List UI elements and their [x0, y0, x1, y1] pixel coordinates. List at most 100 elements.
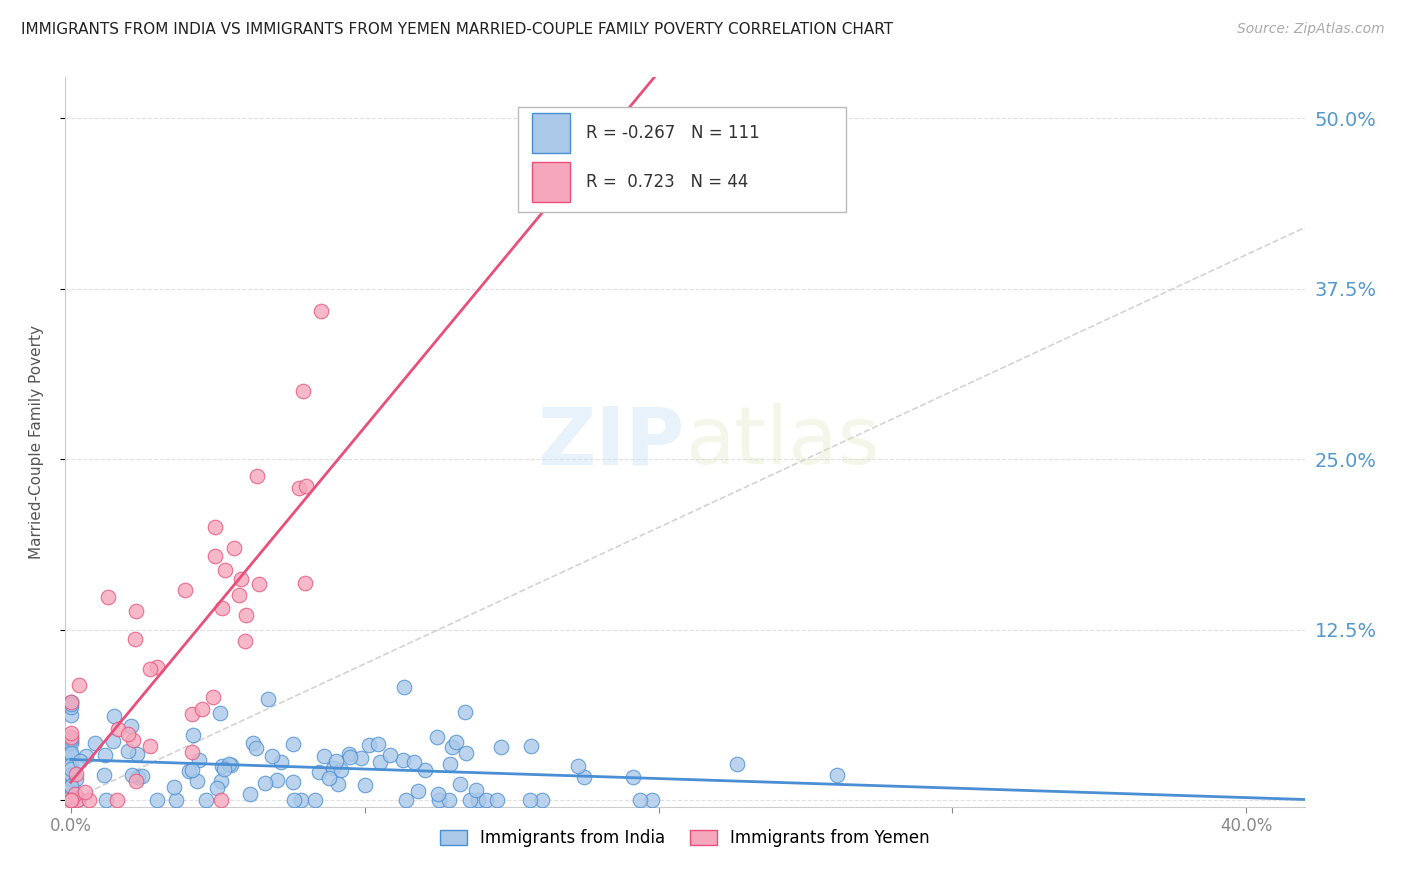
Immigrants from India — [339, 750, 361, 764]
Immigrants from India — [59, 732, 82, 747]
Immigrants from India — [103, 734, 125, 748]
Immigrants from Yemen — [202, 690, 225, 705]
Immigrants from India — [367, 738, 389, 752]
Immigrants from Yemen — [204, 549, 226, 563]
Immigrants from India — [427, 788, 450, 802]
Immigrants from Yemen — [209, 793, 232, 807]
Immigrants from India — [458, 793, 481, 807]
Immigrants from India — [641, 793, 664, 807]
Text: R =  0.723   N = 44: R = 0.723 N = 44 — [586, 173, 748, 191]
Text: atlas: atlas — [685, 403, 879, 482]
Immigrants from India — [350, 751, 373, 765]
Immigrants from India — [127, 747, 149, 761]
Immigrants from Yemen — [97, 590, 120, 604]
Immigrants from India — [485, 793, 508, 807]
Immigrants from Yemen — [181, 746, 204, 760]
Text: Source: ZipAtlas.com: Source: ZipAtlas.com — [1237, 22, 1385, 37]
Immigrants from India — [408, 784, 430, 798]
Immigrants from India — [59, 767, 82, 781]
Immigrants from India — [245, 741, 267, 756]
Immigrants from India — [59, 699, 82, 714]
Immigrants from India — [59, 779, 82, 793]
Immigrants from India — [491, 739, 513, 754]
Immigrants from India — [59, 707, 82, 722]
Immigrants from India — [212, 762, 235, 776]
Immigrants from India — [93, 767, 115, 781]
Immigrants from India — [326, 777, 349, 791]
Immigrants from India — [186, 774, 208, 789]
Immigrants from India — [440, 739, 463, 754]
Immigrants from India — [427, 793, 450, 807]
Immigrants from India — [304, 793, 326, 807]
Immigrants from India — [290, 793, 312, 807]
Immigrants from India — [219, 758, 242, 772]
Immigrants from Yemen — [105, 793, 128, 807]
Immigrants from India — [120, 719, 142, 733]
Immigrants from India — [354, 778, 377, 792]
Immigrants from India — [59, 698, 82, 712]
Immigrants from India — [177, 764, 200, 779]
Immigrants from Yemen — [65, 766, 87, 780]
Immigrants from Yemen — [174, 582, 197, 597]
Immigrants from Yemen — [107, 723, 129, 737]
Immigrants from Yemen — [211, 600, 233, 615]
Immigrants from Yemen — [190, 702, 212, 716]
Immigrants from Yemen — [231, 572, 253, 586]
Text: ZIP: ZIP — [537, 403, 685, 482]
Immigrants from India — [270, 756, 292, 770]
Immigrants from India — [572, 770, 595, 784]
Immigrants from India — [281, 737, 304, 751]
Immigrants from India — [325, 754, 347, 768]
Immigrants from India — [183, 728, 205, 742]
Immigrants from Yemen — [124, 632, 146, 646]
Immigrants from India — [59, 734, 82, 748]
Immigrants from Yemen — [65, 787, 87, 801]
Immigrants from Yemen — [67, 677, 90, 691]
Immigrants from India — [519, 793, 541, 807]
Immigrants from India — [446, 735, 468, 749]
Immigrants from India — [439, 757, 461, 772]
Immigrants from India — [413, 763, 436, 777]
Immigrants from India — [567, 759, 589, 773]
Immigrants from India — [121, 768, 143, 782]
Immigrants from India — [94, 793, 117, 807]
Immigrants from India — [239, 788, 262, 802]
Immigrants from India — [308, 764, 330, 779]
Immigrants from India — [211, 758, 233, 772]
Immigrants from India — [59, 772, 82, 787]
Immigrants from India — [103, 708, 125, 723]
Immigrants from India — [209, 774, 232, 789]
Immigrants from India — [318, 771, 340, 785]
Immigrants from India — [208, 706, 231, 720]
Immigrants from Yemen — [294, 575, 316, 590]
Immigrants from Yemen — [139, 739, 162, 753]
Immigrants from India — [368, 755, 391, 769]
Immigrants from Yemen — [59, 793, 82, 807]
Immigrants from India — [394, 680, 416, 694]
Immigrants from India — [59, 790, 82, 805]
Immigrants from India — [59, 758, 82, 772]
Immigrants from Yemen — [291, 384, 314, 398]
Immigrants from India — [242, 736, 264, 750]
Immigrants from India — [394, 793, 416, 807]
Immigrants from India — [329, 763, 352, 777]
Immigrants from India — [59, 780, 82, 794]
Immigrants from India — [725, 757, 748, 772]
Legend: Immigrants from India, Immigrants from Yemen: Immigrants from India, Immigrants from Y… — [433, 822, 936, 854]
Immigrants from Yemen — [122, 732, 145, 747]
Immigrants from India — [59, 747, 82, 762]
Immigrants from Yemen — [66, 793, 89, 807]
Text: IMMIGRANTS FROM INDIA VS IMMIGRANTS FROM YEMEN MARRIED-COUPLE FAMILY POVERTY COR: IMMIGRANTS FROM INDIA VS IMMIGRANTS FROM… — [21, 22, 893, 37]
Immigrants from Yemen — [311, 304, 333, 318]
Immigrants from India — [454, 705, 477, 719]
Immigrants from India — [94, 747, 117, 762]
Immigrants from Yemen — [138, 662, 160, 676]
Immigrants from Yemen — [233, 634, 256, 648]
Immigrants from India — [59, 762, 82, 776]
Immigrants from India — [131, 769, 153, 783]
Immigrants from India — [67, 792, 90, 806]
Immigrants from India — [59, 695, 82, 709]
Immigrants from Yemen — [59, 730, 82, 744]
Immigrants from India — [257, 692, 280, 706]
Immigrants from India — [165, 793, 187, 807]
